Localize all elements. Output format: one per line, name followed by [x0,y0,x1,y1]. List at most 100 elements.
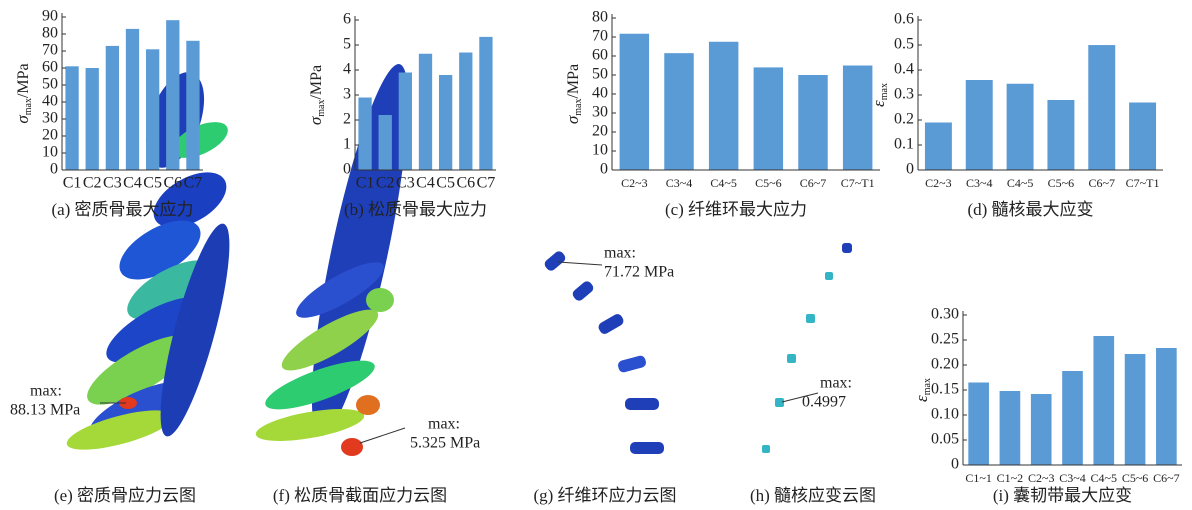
y-label-subscript: max [573,99,584,116]
x-tick-label: C7 [184,175,203,192]
bar [753,67,784,170]
y-tick-label: 3 [343,86,351,103]
annotation: 0.4997 [802,394,846,411]
y-tick-label: 80 [592,9,608,26]
bar [105,45,120,170]
x-tick-label: C7~T1 [841,176,875,190]
annotation: max: [820,375,852,392]
caption: (h) 髓核应变云图 [750,486,876,505]
y-tick-label: 0 [906,161,914,178]
x-tick-label: C6 [163,175,182,192]
y-tick-label: 30 [42,110,58,127]
x-tick-label: C5~6 [1048,176,1075,190]
x-tick-label: C5~6 [1122,471,1149,485]
bar [1030,394,1052,465]
x-tick-label: C1~2 [997,471,1024,485]
y-axis-label: σmax/MPa [13,63,34,123]
y-tick-label: 0 [600,161,608,178]
x-tick-label: C4 [416,175,435,192]
x-tick-label: C4~5 [1007,176,1034,190]
y-axis-label: σmax/MPa [563,64,584,124]
x-tick-label: C2~3 [1028,471,1055,485]
caption: (e) 密质骨应力云图 [54,486,196,505]
bar [1062,371,1083,465]
x-tick-label: C7 [477,175,496,192]
annotation: 71.72 MPa [604,264,674,281]
bar [999,391,1021,465]
x-tick-label: C1 [356,175,375,192]
y-tick-label: 0.6 [894,11,914,28]
bar [842,65,873,170]
bar [459,52,473,170]
y-tick-label: 60 [42,59,58,76]
x-tick-label: C6~7 [1089,176,1116,190]
x-tick-label: C7~T1 [1126,176,1160,190]
annotation: max: [604,245,636,262]
annotation: max: [30,383,62,400]
caption: (b) 松质骨最大应力 [344,200,487,219]
y-tick-label: 20 [42,127,58,144]
y-tick-label: 0.3 [894,86,914,103]
bar [438,75,453,170]
x-tick-label: C3 [103,175,122,192]
y-tick-label: 4 [343,61,351,78]
y-label-symbol: σ [306,116,325,125]
x-tick-label: C2~3 [925,176,952,190]
contour-image-g [544,251,664,454]
x-tick-label: C6~7 [800,176,827,190]
x-tick-label: C1~1 [965,471,992,485]
y-tick-label: 0.2 [894,111,914,128]
y-tick-label: 50 [42,76,58,93]
contour-image-h [762,243,852,453]
y-tick-label: 0.10 [931,406,959,423]
y-label-subscript: max [879,83,890,100]
bar [708,41,739,170]
y-tick-label: 20 [592,123,608,140]
x-tick-label: C1 [63,175,82,192]
caption: (a) 密质骨最大应力 [51,200,193,219]
y-tick-label: 0.25 [931,331,959,348]
y-tick-label: 0.5 [894,36,914,53]
y-tick-label: 5 [343,36,351,53]
bar [1088,45,1116,171]
y-label-subscript: max [23,98,34,115]
y-tick-label: 10 [42,144,58,161]
y-tick-label: 30 [592,104,608,121]
y-label-subscript: max [316,100,327,117]
x-tick-label: C3~4 [966,176,993,190]
bar [965,80,993,170]
x-tick-label: C2 [83,175,102,192]
y-tick-label: 0.1 [894,136,914,153]
y-label-unit: /MPa [15,63,32,98]
bar [378,115,392,170]
y-tick-label: 10 [592,142,608,159]
bar [664,53,694,170]
x-tick-label: C6 [456,175,475,192]
bar [968,382,989,465]
x-tick-label: C2~3 [621,176,648,190]
x-tick-label: C3~4 [1059,471,1086,485]
bar [619,33,650,171]
y-tick-label: 0.05 [931,431,959,448]
y-label-unit: /MPa [308,65,325,100]
bar [65,66,79,170]
annotation: 88.13 MPa [10,402,80,419]
x-tick-label: C5 [143,175,162,192]
bar [166,20,180,170]
x-tick-label: C4~5 [1091,471,1118,485]
y-label-symbol: ε [869,100,888,107]
y-tick-label: 0.30 [931,306,959,323]
y-label-symbol: σ [563,115,582,124]
bar [145,49,160,170]
bar [1093,336,1115,465]
bar [85,68,99,170]
y-tick-label: 50 [592,66,608,83]
annotation: 5.325 MPa [410,435,480,452]
y-label-symbol: ε [912,395,931,402]
x-tick-label: C3 [396,175,415,192]
y-tick-label: 60 [592,47,608,64]
y-tick-label: 0 [951,456,959,473]
x-tick-label: C5~6 [755,176,782,190]
y-tick-label: 0.15 [931,381,959,398]
x-tick-label: C3~4 [666,176,693,190]
